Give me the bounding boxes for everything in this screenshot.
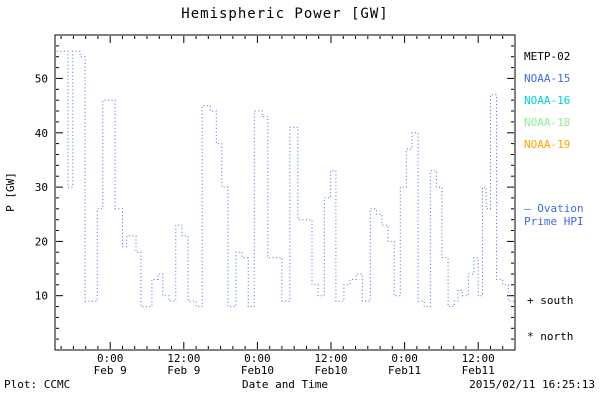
svg-text:Feb 9: Feb 9 (94, 364, 127, 377)
svg-text:12:00: 12:00 (314, 352, 347, 365)
svg-text:0:00: 0:00 (97, 352, 124, 365)
y-axis-label: P [GW] (4, 172, 17, 212)
legend-item-noaa18: NOAA-18 (524, 116, 571, 129)
svg-text:10: 10 (35, 290, 48, 303)
svg-text:Feb11: Feb11 (388, 364, 421, 377)
hpi-step-line (56, 50, 515, 308)
svg-text:Feb10: Feb10 (241, 364, 274, 377)
svg-text:0:00: 0:00 (391, 352, 418, 365)
legend-item-noaa19: NOAA-19 (524, 138, 571, 151)
north-marker-legend: * north (527, 330, 574, 343)
plot-frame (54, 34, 516, 351)
ovation-legend-line1: – Ovation (524, 202, 584, 215)
chart-title: Hemispheric Power [GW] (181, 6, 389, 22)
legend-item-noaa16: NOAA-16 (524, 94, 571, 107)
generated-timestamp: 2015/02/11 16:25:13 (469, 378, 595, 391)
svg-text:12:00: 12:00 (167, 352, 200, 365)
svg-text:30: 30 (35, 181, 48, 194)
legend-item-noaa15: NOAA-15 (524, 72, 571, 85)
legend-item-metp02: METP-02 (524, 50, 571, 63)
satellite-legend: METP-02 NOAA-15 NOAA-16 NOAA-18 NOAA-19 (524, 46, 570, 156)
south-marker-legend: + south (527, 294, 574, 307)
plot-credit: Plot: CCMC (4, 378, 71, 391)
x-axis-title: Date and Time (241, 378, 329, 391)
svg-text:0:00: 0:00 (244, 352, 271, 365)
svg-text:12:00: 12:00 (462, 352, 495, 365)
svg-text:40: 40 (35, 127, 48, 140)
svg-text:20: 20 (35, 235, 48, 248)
svg-text:Feb 9: Feb 9 (167, 364, 200, 377)
svg-text:50: 50 (35, 72, 48, 85)
ovation-prime-hpi-legend: – Ovation Prime HPI (524, 202, 584, 228)
svg-text:Feb11: Feb11 (462, 364, 495, 377)
svg-text:Feb10: Feb10 (314, 364, 347, 377)
ovation-legend-line2: Prime HPI (524, 215, 584, 228)
